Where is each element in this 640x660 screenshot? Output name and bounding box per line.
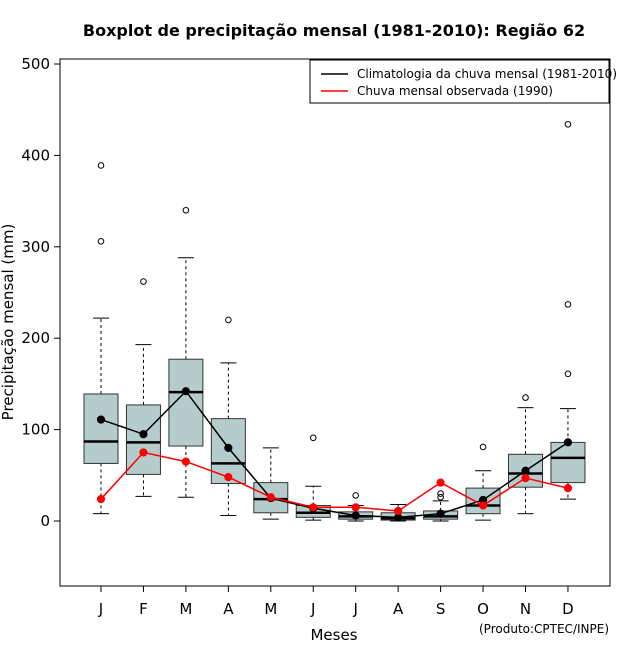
x-axis-label: Meses bbox=[310, 626, 357, 644]
series-2-point bbox=[521, 473, 530, 483]
y-tick-label-100: 100 bbox=[21, 421, 50, 439]
x-tick-label-8: A bbox=[393, 600, 404, 618]
series-2-point bbox=[478, 501, 488, 510]
series-2-point bbox=[181, 457, 190, 466]
box-month-4 bbox=[210, 316, 246, 517]
outlier-point bbox=[182, 206, 190, 214]
y-tick-label-400: 400 bbox=[21, 146, 50, 164]
series-2-point bbox=[309, 503, 318, 512]
box-month-11 bbox=[508, 394, 543, 515]
series-1-point bbox=[351, 511, 360, 520]
chart-title: Boxplot de precipitação mensal (1981-201… bbox=[83, 21, 585, 40]
x-tick-label-6: J bbox=[310, 600, 315, 618]
outlier-point bbox=[309, 434, 317, 442]
box-iqr bbox=[550, 441, 586, 484]
x-tick-label-9: S bbox=[436, 600, 446, 618]
series-lines-group bbox=[96, 387, 573, 522]
y-tick-label-200: 200 bbox=[21, 329, 50, 347]
outlier-point bbox=[97, 238, 105, 245]
outlier-point bbox=[437, 493, 444, 501]
series-2-point bbox=[96, 494, 106, 504]
outlier-point bbox=[479, 443, 487, 451]
x-tick-label-2: F bbox=[139, 600, 148, 618]
series-1-point bbox=[563, 438, 573, 447]
box-month-3 bbox=[168, 206, 204, 498]
box-iqr bbox=[83, 393, 119, 464]
series-2-point bbox=[224, 473, 233, 482]
y-tick-label-500: 500 bbox=[21, 55, 50, 73]
y-axis: 0 100 200 300 400 500 bbox=[21, 55, 61, 530]
outlier-point bbox=[97, 162, 105, 169]
series-line-1 bbox=[100, 390, 569, 519]
series-2-point bbox=[394, 506, 403, 516]
series-2-point bbox=[436, 478, 445, 487]
y-axis-label: Precipitação mensal (mm) bbox=[0, 224, 17, 421]
x-tick-label-1: J bbox=[98, 600, 103, 618]
series-1-point bbox=[224, 443, 233, 452]
y-tick-label-0: 0 bbox=[40, 512, 50, 530]
legend-label-observed: Chuva mensal observada (1990) bbox=[357, 84, 553, 98]
box-month-1 bbox=[83, 162, 119, 515]
series-2-point bbox=[139, 448, 148, 457]
x-tick-label-7: J bbox=[352, 600, 357, 618]
outlier-point bbox=[140, 278, 147, 285]
x-tick-label-12: D bbox=[562, 600, 574, 618]
outlier-point bbox=[352, 492, 360, 499]
outlier-point bbox=[522, 394, 529, 401]
box-month-2 bbox=[125, 278, 161, 497]
series-line-2 bbox=[100, 451, 569, 512]
outlier-point bbox=[225, 316, 232, 324]
series-1-point bbox=[96, 415, 106, 424]
x-tick-label-11: N bbox=[520, 600, 531, 618]
boxes-group bbox=[83, 121, 586, 522]
series-1-point bbox=[521, 466, 530, 475]
outlier-point bbox=[564, 121, 572, 128]
x-tick-label-3: M bbox=[179, 600, 192, 618]
x-tick-label-4: A bbox=[223, 600, 234, 618]
series-2-point bbox=[266, 493, 275, 502]
credit-text: (Produto:CPTEC/INPE) bbox=[479, 622, 609, 636]
outlier-point bbox=[564, 301, 572, 308]
series-1-point bbox=[436, 509, 445, 518]
outlier-point bbox=[564, 370, 572, 378]
y-tick-label-300: 300 bbox=[21, 238, 50, 256]
series-2-point bbox=[563, 483, 573, 493]
legend: Climatologia da chuva mensal (1981-2010)… bbox=[309, 59, 617, 104]
legend-box bbox=[309, 59, 610, 104]
x-tick-label-5: M bbox=[264, 600, 277, 618]
series-1-point bbox=[139, 430, 148, 439]
outlier-point bbox=[437, 490, 444, 497]
series-2-point bbox=[351, 503, 360, 512]
x-tick-label-10: O bbox=[477, 600, 489, 618]
series-1-point bbox=[181, 387, 190, 396]
legend-label-climatology: Climatologia da chuva mensal (1981-2010) bbox=[357, 67, 617, 81]
box-iqr bbox=[125, 404, 161, 475]
